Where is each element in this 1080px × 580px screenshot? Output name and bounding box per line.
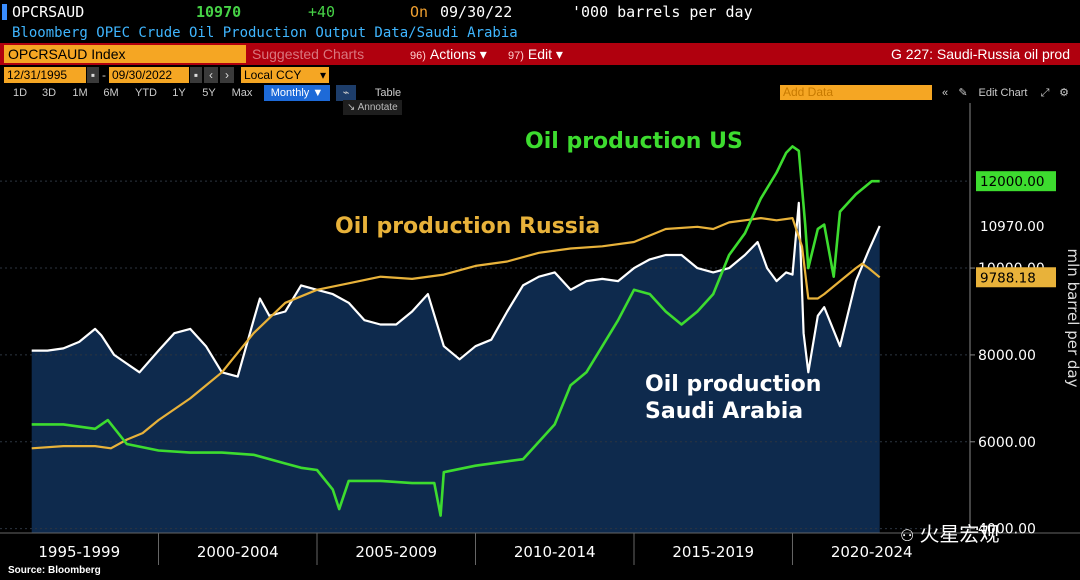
ticker-symbol[interactable]: OPCRSAUD [12,3,85,21]
on-label: On [410,3,429,21]
range-tab-6m[interactable]: 6M [103,87,119,99]
x-period-label: 2020-2024 [831,543,913,561]
russia-series-line [31,216,881,450]
range-tab-1d[interactable]: 1D [12,87,28,99]
saudi-area [31,202,880,533]
y-axis-label: mln barrel per day [1064,249,1080,388]
y-tick-label: 8000.00 [978,348,1036,364]
x-period-label: 1995-1999 [38,543,120,561]
gridlines [0,180,970,530]
annotation-us: Oil production US [525,129,743,154]
security-header: OPCRSAUD 10970 +40 On 09/30/22 '000 barr… [0,0,1080,24]
range-tabs-row: 1D 3D 1M 6M YTD 1Y 5Y Max Monthly ▼ ⌁ Ta… [0,84,1080,102]
range-tab-5y[interactable]: 5Y [202,87,216,99]
us-series-line [31,145,880,517]
start-date-field[interactable]: 12/31/1995 [4,67,86,83]
main-toolbar: OPCRSAUD Index Suggested Charts 96) Actio… [0,43,1080,65]
range-tab-1y[interactable]: 1Y [172,87,186,99]
us-last-value-box [976,171,1056,192]
source-note: Source: Bloomberg [8,565,101,576]
actions-number: 96) [410,50,426,62]
prev-period-icon[interactable]: ‹ [204,67,218,83]
actions-menu[interactable]: 96) Actions ▾ [410,43,487,67]
watermark-text: 火星宏观 [919,522,1000,546]
us-last-value-label: 12000.00 [980,174,1044,190]
line-chart-icon[interactable]: ⌁ [336,85,356,101]
next-period-icon[interactable]: › [220,67,234,83]
suggested-charts-label: Suggested Charts [252,46,365,62]
units-label: '000 barrels per day [572,3,753,21]
edit-menu[interactable]: 97) Edit ▾ [508,43,563,67]
x-period-label: 2010-2014 [514,543,596,561]
pencil-icon[interactable]: ✎ [958,87,968,99]
saudi-area-fill [31,202,880,533]
edit-chart-button[interactable]: Edit Chart [978,87,1028,99]
x-period-label: 2000-2004 [197,543,279,561]
collapse-icon[interactable]: « [941,87,949,99]
annotation-saudi-line2: Saudi Arabia [645,399,803,424]
index-field[interactable]: OPCRSAUD Index [4,45,246,63]
frequency-select[interactable]: Monthly ▼ [264,85,330,101]
annotation-russia: Oil production Russia [335,214,600,239]
annotation-saudi-line1: Oil production [645,372,821,397]
price-change: +40 [308,3,336,21]
series-lines [31,145,881,517]
range-tab-1m[interactable]: 1M [72,87,88,99]
annotation-saudi: Oil production Saudi Arabia [645,372,821,424]
edit-label: Edit ▾ [527,46,563,62]
range-tab-ytd[interactable]: YTD [135,87,157,99]
saudi-last-value-label: 10970.00 [980,219,1044,235]
annotate-label: Annotate [357,102,398,113]
watermark-logo: ⚇ 火星宏观 [900,518,999,547]
annotate-button[interactable]: ↘ Annotate [343,100,402,115]
range-tab-max[interactable]: Max [231,87,253,99]
actions-label: Actions ▾ [429,46,487,62]
add-data-input[interactable]: Add Data [780,85,932,100]
axes [0,103,1080,565]
security-description-row: Bloomberg OPEC Crude Oil Production Outp… [0,24,1080,42]
edit-number: 97) [508,50,524,62]
annotate-icon: ↘ [347,102,358,113]
date-separator: - [102,68,106,82]
currency-label: Local CCY [244,68,302,82]
chevron-down-icon: ▾ [319,68,326,82]
saudi-series-line [31,201,881,378]
chart-name: G 227: Saudi-Russia oil prod [891,46,1070,62]
gear-icon[interactable]: ⚙ [1059,87,1069,99]
y-tick-label: 6000.00 [978,435,1036,451]
suggested-charts-button[interactable]: Suggested Charts [252,45,402,63]
wechat-icon: ⚇ [900,526,920,545]
start-calendar-icon[interactable]: ▪ [87,67,99,83]
export-icon[interactable]: ⤢ [1040,87,1050,99]
last-price: 10970 [196,3,242,21]
russia-last-value-box [976,267,1056,288]
y-tick-label: 4000.00 [978,522,1036,538]
security-description: Bloomberg OPEC Crude Oil Production Outp… [12,25,518,41]
russia-last-value-label: 9788.18 [980,270,1036,286]
date-range-row: 12/31/1995 ▪ - 09/30/2022 ▪ ‹ › Local CC… [0,66,1080,84]
x-period-label: 2015-2019 [672,543,754,561]
end-date-field[interactable]: 09/30/2022 [109,67,189,83]
end-calendar-icon[interactable]: ▪ [190,67,202,83]
currency-select[interactable]: Local CCY ▾ [241,67,329,83]
range-tab-3d[interactable]: 3D [41,87,57,99]
table-button[interactable]: Table [374,87,402,99]
ticker-marker-icon [2,4,7,20]
x-period-label: 2005-2009 [355,543,437,561]
price-date: 09/30/22 [440,3,513,21]
saudi-last-value-box [976,215,1056,236]
